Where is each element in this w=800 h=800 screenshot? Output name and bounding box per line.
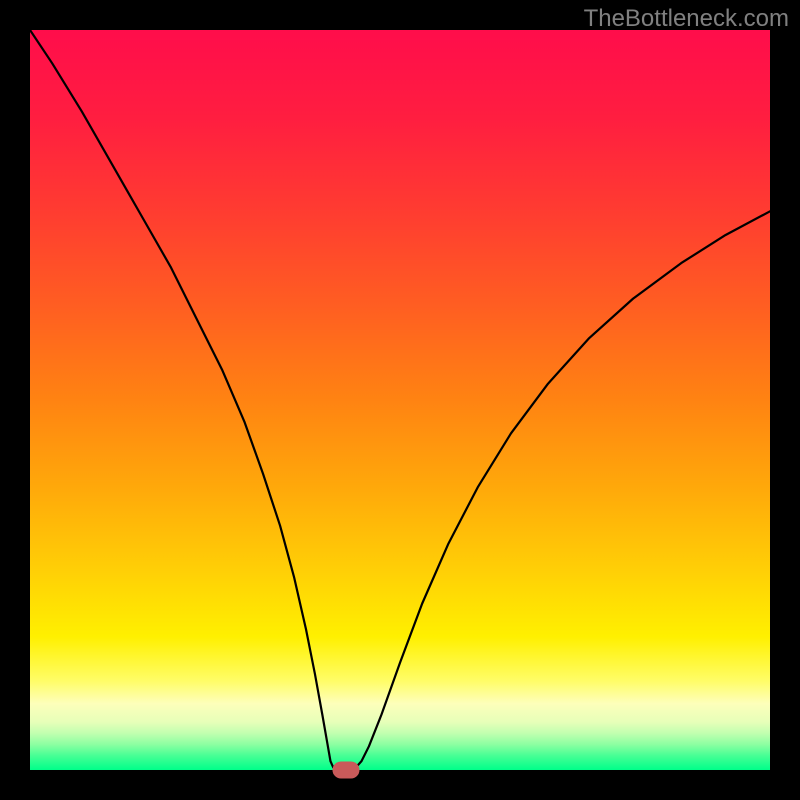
bottleneck-curve xyxy=(30,30,770,769)
optimal-point-marker xyxy=(333,762,359,778)
bottleneck-chart xyxy=(0,0,800,800)
watermark-text: TheBottleneck.com xyxy=(584,5,789,33)
gradient-background xyxy=(30,30,770,770)
chart-frame: TheBottleneck.com xyxy=(0,0,800,800)
outer-frame xyxy=(0,0,800,800)
